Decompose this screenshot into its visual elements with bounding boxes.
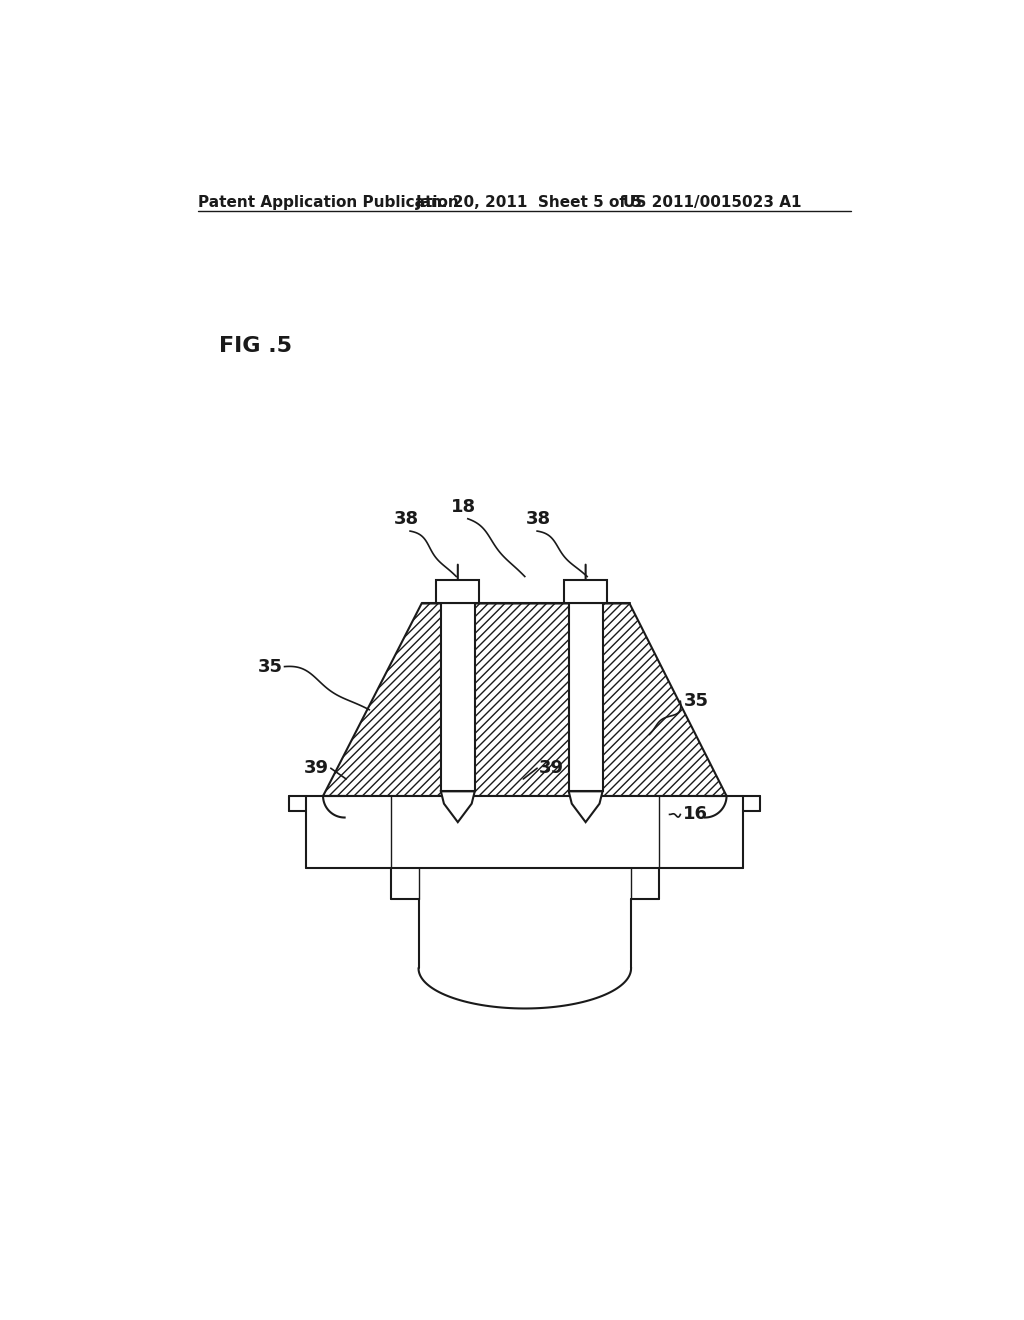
Text: US 2011/0015023 A1: US 2011/0015023 A1 <box>624 195 802 210</box>
Text: Jan. 20, 2011  Sheet 5 of 5: Jan. 20, 2011 Sheet 5 of 5 <box>416 195 642 210</box>
Text: 38: 38 <box>393 510 419 528</box>
Polygon shape <box>564 581 607 603</box>
Text: 35: 35 <box>258 657 284 676</box>
Polygon shape <box>323 603 727 796</box>
Text: 39: 39 <box>539 759 563 777</box>
Polygon shape <box>436 581 479 603</box>
Text: FIG .5: FIG .5 <box>219 335 292 355</box>
Polygon shape <box>568 792 602 822</box>
Polygon shape <box>568 603 602 792</box>
Polygon shape <box>441 792 475 822</box>
Text: Patent Application Publication: Patent Application Publication <box>199 195 459 210</box>
Text: 38: 38 <box>526 510 551 528</box>
Text: 35: 35 <box>683 692 709 710</box>
Text: 16: 16 <box>683 805 709 824</box>
Text: 39: 39 <box>304 759 330 777</box>
Polygon shape <box>441 603 475 792</box>
Text: 18: 18 <box>451 498 476 516</box>
